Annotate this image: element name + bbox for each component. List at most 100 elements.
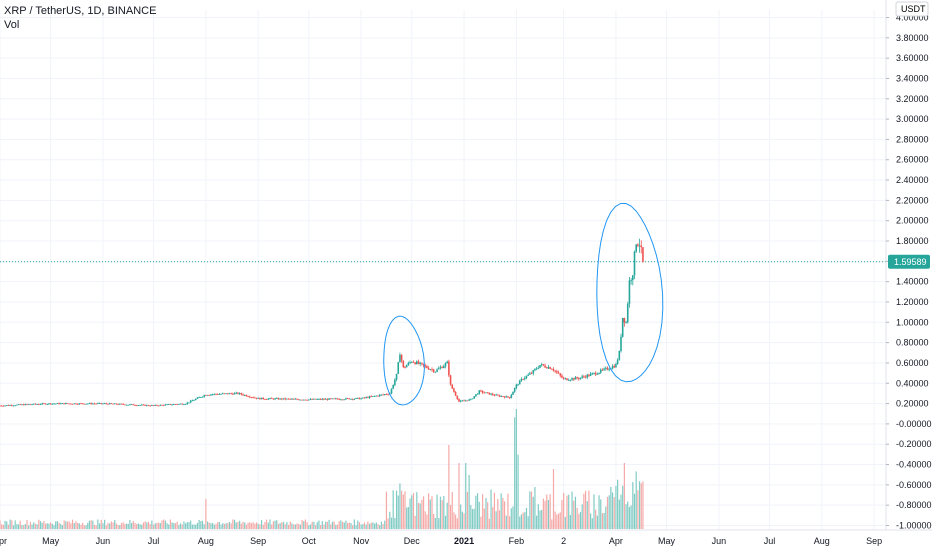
candle bbox=[151, 404, 153, 407]
volume-bar bbox=[56, 521, 58, 529]
candle bbox=[183, 403, 185, 406]
volume-indicator-label[interactable]: Vol bbox=[4, 19, 20, 31]
volume-bar bbox=[279, 523, 281, 529]
volume-bar bbox=[114, 520, 116, 529]
candle bbox=[279, 398, 281, 400]
volume-bar bbox=[502, 497, 504, 529]
volume-bar bbox=[421, 499, 423, 529]
price-axis[interactable]: 4.00000 3.80000 3.60000 3.40000 3.20000 3.000… bbox=[885, 0, 932, 531]
candle bbox=[162, 404, 165, 407]
volume-bar bbox=[301, 519, 303, 529]
candle bbox=[341, 399, 344, 401]
volume-bar bbox=[12, 525, 15, 529]
candle bbox=[12, 405, 15, 407]
volume-bar bbox=[66, 521, 69, 529]
volume-bar bbox=[368, 523, 371, 529]
candle bbox=[277, 397, 280, 400]
price-tick-label: 2.80000 bbox=[896, 134, 929, 144]
volume-bar bbox=[0, 520, 1, 529]
candle bbox=[314, 398, 317, 400]
candle bbox=[299, 399, 302, 401]
volume-bar bbox=[174, 523, 177, 529]
candle bbox=[616, 358, 619, 365]
volume-bar bbox=[124, 523, 126, 529]
candle bbox=[358, 397, 361, 400]
candle bbox=[218, 393, 221, 395]
volume-bar bbox=[293, 524, 295, 529]
volume-bar bbox=[240, 523, 242, 529]
candle bbox=[486, 392, 489, 394]
candle bbox=[635, 244, 637, 254]
volume-bar bbox=[82, 522, 84, 529]
volume-bar bbox=[105, 525, 107, 529]
symbol-title[interactable]: XRP / TetherUS, 1D, BINANCE bbox=[4, 5, 157, 17]
time-tick-label: Jul bbox=[764, 536, 776, 546]
volume-bar bbox=[333, 521, 335, 529]
hand-drawn-circle[interactable] bbox=[596, 203, 664, 383]
currency-unit[interactable]: USDT bbox=[895, 1, 929, 17]
time-tick-label: Dec bbox=[404, 536, 421, 546]
volume-bar bbox=[370, 522, 372, 529]
candle bbox=[287, 398, 290, 400]
candle bbox=[270, 397, 273, 399]
time-tick-label: Jul bbox=[148, 536, 160, 546]
candle bbox=[608, 367, 610, 372]
volume-bar bbox=[129, 519, 131, 529]
volume-bar bbox=[212, 522, 214, 529]
volume-bar bbox=[134, 522, 136, 529]
volume-bar bbox=[26, 519, 28, 529]
price-tick-label: -0.00000 bbox=[896, 419, 932, 429]
volume-bar bbox=[429, 499, 431, 529]
volume-bar bbox=[210, 523, 212, 529]
candle bbox=[78, 403, 81, 405]
candle bbox=[540, 362, 543, 367]
price-tick-label: 3.60000 bbox=[896, 53, 929, 63]
candle bbox=[613, 364, 616, 369]
candle bbox=[335, 397, 337, 400]
candle bbox=[615, 362, 617, 368]
volume-bar bbox=[608, 495, 610, 529]
volume-bar bbox=[470, 505, 472, 529]
volume-bar bbox=[406, 507, 408, 529]
volume-bar bbox=[591, 518, 593, 529]
candle bbox=[323, 398, 325, 401]
candle bbox=[29, 404, 32, 406]
volume-bar bbox=[448, 445, 450, 529]
volume-bar bbox=[377, 524, 379, 529]
time-axis[interactable]: Apr May Jun Jul Aug Sep Oct Nov Dec 2021 Feb 2 Apr Ma… bbox=[0, 529, 932, 546]
hand-drawn-circle[interactable] bbox=[383, 315, 425, 406]
candle bbox=[205, 394, 207, 396]
volume-bar bbox=[451, 492, 453, 529]
candle bbox=[390, 388, 393, 395]
volume-bar bbox=[151, 520, 153, 529]
candle bbox=[557, 370, 560, 374]
price-tick-label: 3.00000 bbox=[896, 114, 929, 124]
candle bbox=[68, 403, 70, 405]
volume-bar bbox=[17, 524, 20, 529]
candle bbox=[412, 360, 415, 363]
volume-bar bbox=[468, 475, 470, 529]
candle bbox=[134, 404, 136, 406]
candle bbox=[159, 404, 162, 407]
volume-bar bbox=[633, 493, 636, 529]
volume-bar bbox=[284, 524, 286, 529]
candle bbox=[583, 375, 585, 379]
volume-bar bbox=[318, 520, 320, 529]
candle bbox=[326, 398, 329, 401]
price-tick-label: -0.80000 bbox=[896, 500, 932, 510]
volume-bar bbox=[100, 519, 102, 529]
candle bbox=[313, 398, 315, 400]
candle bbox=[495, 393, 497, 396]
volume-bar bbox=[34, 523, 37, 529]
candle bbox=[112, 403, 114, 405]
candle bbox=[446, 360, 448, 364]
volume-bar bbox=[411, 495, 413, 529]
candle bbox=[61, 403, 64, 404]
candle bbox=[500, 395, 502, 398]
volume-bar bbox=[43, 521, 45, 529]
candle bbox=[362, 397, 364, 399]
volume-bar bbox=[601, 513, 604, 529]
volume-bar bbox=[144, 521, 146, 529]
volume-bar bbox=[65, 521, 67, 529]
